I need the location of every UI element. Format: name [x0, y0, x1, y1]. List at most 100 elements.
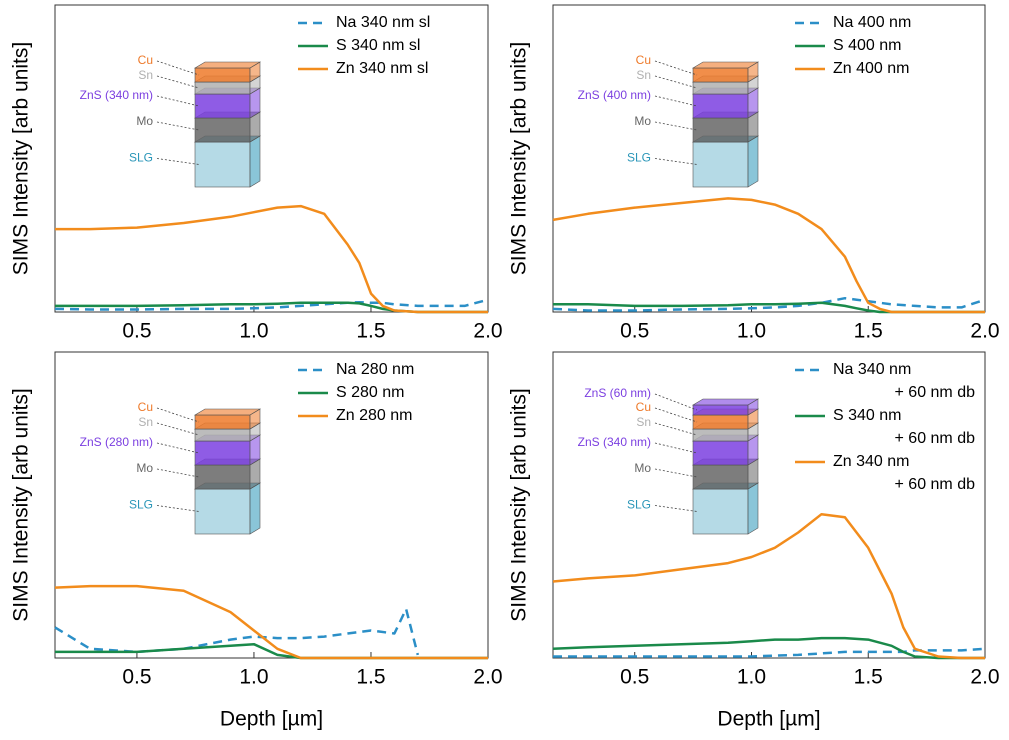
x-tick-label: 1.5	[854, 666, 883, 689]
layer: Cu	[138, 400, 262, 430]
layer-side	[249, 482, 261, 535]
y-axis-label: SIMS Intensity [arb units]	[508, 42, 531, 275]
leader	[654, 121, 698, 131]
layer: SLG	[627, 482, 760, 535]
x-axis-label: Depth [µm]	[220, 708, 323, 731]
layer-side	[747, 482, 759, 535]
x-tick-label: 0.5	[620, 666, 649, 689]
layer-label: Cu	[636, 53, 651, 67]
layer-label: ZnS (340 nm)	[578, 435, 651, 449]
layer-front	[692, 117, 749, 143]
leader	[654, 468, 698, 478]
layer-front	[194, 488, 251, 535]
x-tick-label: 0.5	[620, 320, 649, 343]
layer-front	[692, 428, 749, 442]
layer-label: Sn	[138, 68, 153, 82]
leader	[156, 505, 200, 512]
data-line	[54, 298, 489, 311]
x-tick-label: 0.5	[122, 666, 151, 689]
leader	[654, 505, 698, 512]
panel: 0.5 1.0 1.5 2.0 Depth [µm] SIMS Intensity [ar…	[508, 351, 1000, 731]
layer-top	[691, 61, 760, 69]
panel: 0.5 1.0 1.5 2.0 SIMS Intensity [arb units] Na…	[508, 4, 1000, 343]
layer-front	[194, 428, 251, 442]
plot-frame	[552, 4, 986, 313]
x-tick-label: 1.5	[854, 320, 883, 343]
x-tick-label: 1.5	[356, 666, 385, 689]
data-line	[553, 647, 986, 658]
layer-front	[194, 440, 251, 466]
legend-label: Na 340 nm sl	[336, 14, 430, 31]
data-line	[55, 204, 488, 314]
legend-label: Na 280 nm	[336, 361, 414, 378]
legend-label: Zn 340 nm + 60 nm db	[833, 453, 975, 493]
layer-label: SLG	[627, 151, 651, 165]
legend-line: Na 340 nm	[833, 361, 911, 378]
layer: SLG	[627, 135, 760, 188]
x-tick-label: 1.0	[737, 320, 766, 343]
layer-label: Cu	[138, 400, 153, 414]
layer-label: ZnS (60 nm)	[584, 386, 651, 400]
x-tick-label: 2.0	[473, 666, 502, 689]
plot-frame	[54, 351, 489, 659]
leader	[156, 468, 200, 478]
layer-label: Mo	[136, 461, 153, 475]
legend-line: S 340 nm	[833, 407, 901, 424]
layer-label: SLG	[129, 151, 153, 165]
layer-front	[692, 141, 749, 188]
legend-label: S 280 nm	[336, 384, 404, 401]
leader	[654, 422, 698, 436]
data-line	[552, 197, 985, 314]
layer-label: SLG	[627, 498, 651, 512]
layer-front	[692, 414, 749, 430]
layer-label: Cu	[138, 53, 153, 67]
layer: SLG	[129, 135, 262, 188]
leader	[654, 393, 698, 411]
layer-label: Sn	[636, 415, 651, 429]
layer-top	[193, 61, 262, 69]
plot-frame	[552, 351, 986, 659]
layer: ZnS (60 nm)	[584, 386, 760, 416]
layer-front	[194, 141, 251, 188]
data-line	[552, 636, 985, 660]
legend-label: Zn 340 nm sl	[336, 60, 428, 77]
plot-frame	[54, 4, 489, 313]
y-axis-label: SIMS Intensity [arb units]	[10, 42, 33, 275]
layer-front	[692, 404, 749, 416]
legend-line: + 60 nm db	[895, 384, 976, 401]
leader	[654, 158, 698, 165]
leader	[156, 422, 200, 436]
leader	[156, 442, 200, 454]
layer-label: Sn	[636, 68, 651, 82]
x-tick-label: 2.0	[473, 320, 502, 343]
legend-label: Na 400 nm	[833, 14, 911, 31]
leader	[156, 407, 200, 423]
layer-front	[692, 464, 749, 490]
layer: SLG	[129, 482, 262, 535]
x-axis-label: Depth [µm]	[717, 708, 820, 731]
leader	[156, 60, 200, 76]
x-tick-label: 1.0	[239, 666, 268, 689]
layer-top	[193, 408, 262, 416]
legend-label: Zn 280 nm	[336, 407, 412, 424]
layer: Cu	[138, 53, 262, 83]
layer-label: Mo	[634, 114, 651, 128]
legend-label: S 340 nm sl	[336, 37, 420, 54]
layer-front	[692, 67, 749, 83]
leader	[156, 75, 200, 89]
leader	[654, 407, 698, 423]
legend-label: S 400 nm	[833, 37, 901, 54]
layer-top	[691, 398, 760, 406]
legend-line: + 60 nm db	[895, 476, 976, 493]
legend-line: + 60 nm db	[895, 430, 976, 447]
legend-label: Na 340 nm + 60 nm db	[833, 361, 975, 401]
leader	[156, 121, 200, 131]
layer: Mo	[634, 111, 760, 143]
x-tick-label: 0.5	[122, 320, 151, 343]
layer: Cu	[636, 53, 760, 83]
layer-label: ZnS (280 nm)	[80, 435, 153, 449]
layer-side	[249, 135, 261, 188]
layer-label: ZnS (340 nm)	[80, 88, 153, 102]
layer-front	[692, 440, 749, 466]
layer-front	[692, 488, 749, 535]
